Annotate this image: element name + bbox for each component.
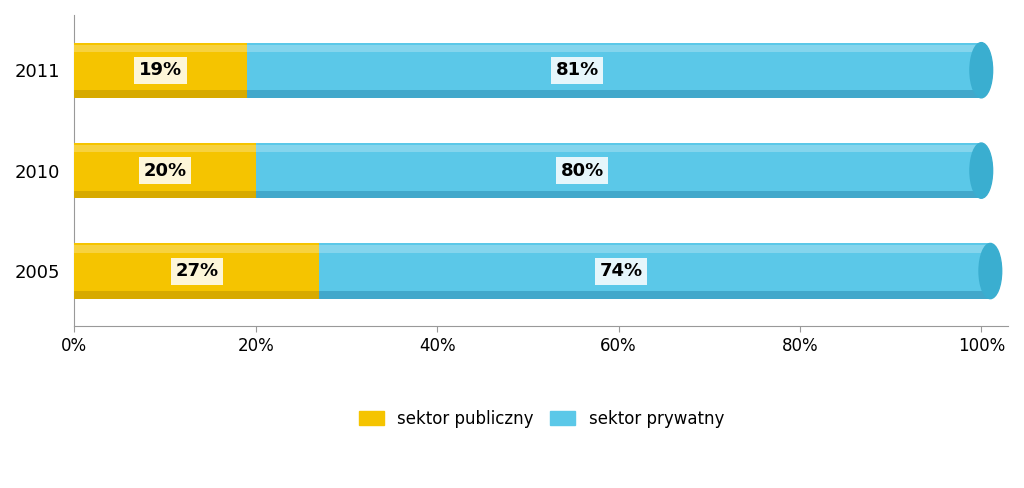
Bar [75,190,256,198]
Bar [319,244,990,299]
Text: 80%: 80% [560,162,604,180]
Bar [75,44,981,52]
Bar [256,190,981,198]
Bar [75,244,319,299]
Bar [256,143,981,198]
Bar [75,91,981,98]
Bar [75,143,256,198]
Bar [75,245,990,253]
Legend: sektor publiczny, sektor prywatny: sektor publiczny, sektor prywatny [352,403,731,434]
Text: 20%: 20% [143,162,186,180]
Ellipse shape [970,143,992,198]
Text: 27%: 27% [175,262,218,280]
Ellipse shape [979,244,1001,299]
Bar [247,90,981,98]
Text: 74%: 74% [600,262,643,280]
Text: 19%: 19% [139,61,182,79]
Text: 81%: 81% [556,61,599,79]
Bar [75,192,981,198]
Bar [75,291,319,299]
Ellipse shape [970,42,992,98]
Bar [75,42,247,98]
Bar [75,145,981,152]
Bar [75,292,990,299]
Bar [75,90,247,98]
Bar [319,291,990,299]
Bar [247,42,981,98]
